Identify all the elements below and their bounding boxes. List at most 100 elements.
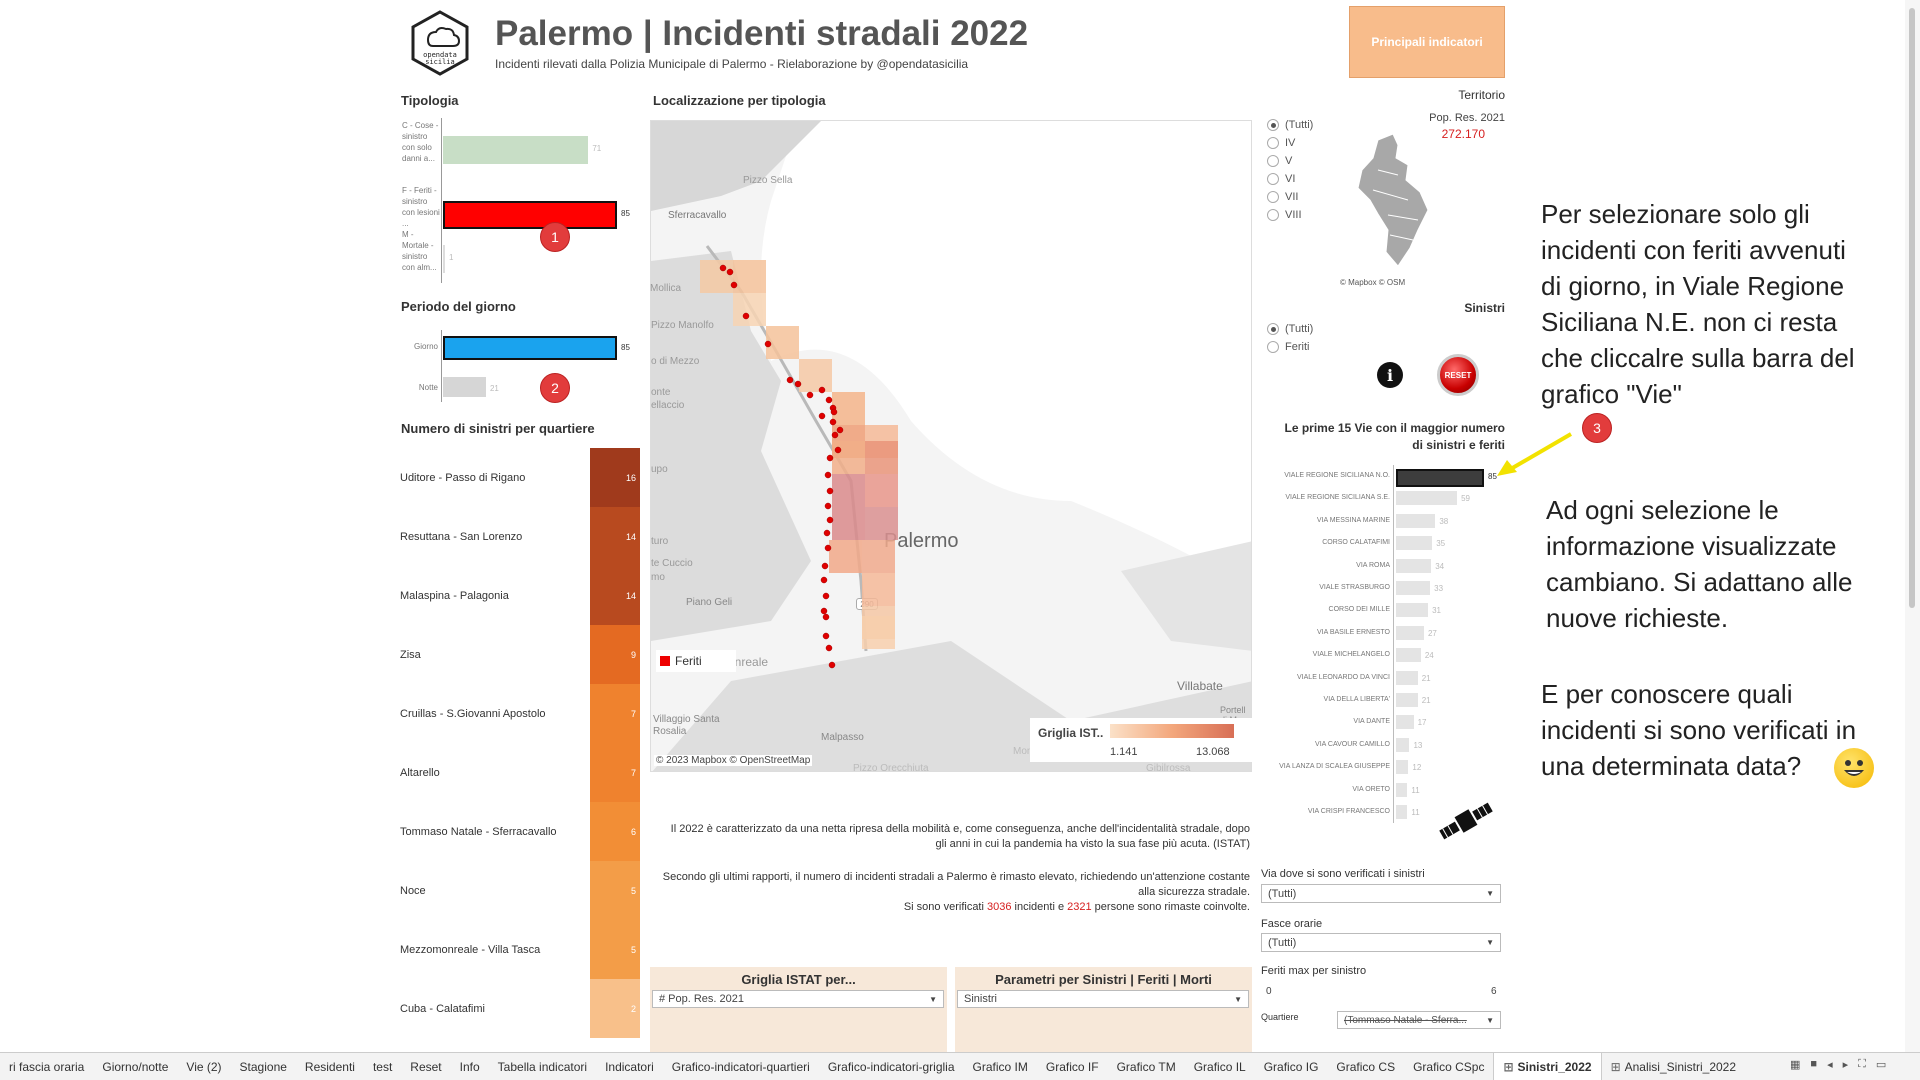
quartiere-label[interactable]: Uditore - Passo di Rigano xyxy=(400,471,526,484)
incident-point[interactable] xyxy=(742,312,750,320)
via-bar[interactable] xyxy=(1396,715,1414,730)
fasce-filter-dropdown[interactable]: (Tutti) ▼ xyxy=(1261,933,1501,952)
quartiere-label[interactable]: Noce xyxy=(400,884,426,897)
territorio-option[interactable]: VIII xyxy=(1267,206,1313,224)
incident-point[interactable] xyxy=(826,516,834,524)
sheet-tab[interactable]: Grafico IL xyxy=(1185,1053,1255,1080)
via-label[interactable]: VIA ORETO xyxy=(1352,785,1390,793)
incident-point[interactable] xyxy=(820,607,828,615)
via-bar[interactable] xyxy=(1396,648,1421,663)
via-label[interactable]: CORSO CALATAFIMI xyxy=(1322,539,1390,547)
map-grid-cell[interactable] xyxy=(862,616,895,649)
via-label[interactable]: VIALE MICHELANGELO xyxy=(1312,651,1390,659)
quartiere-label[interactable]: Altarello xyxy=(400,766,440,779)
territorio-option[interactable]: VI xyxy=(1267,170,1313,188)
periodo-bar[interactable] xyxy=(443,377,486,397)
via-bar[interactable] xyxy=(1396,491,1458,506)
incident-point[interactable] xyxy=(823,529,831,537)
via-bar[interactable] xyxy=(1396,558,1432,573)
sheet-tab[interactable]: Grafico-indicatori-griglia xyxy=(819,1053,964,1080)
incident-point[interactable] xyxy=(831,431,839,439)
sheet-tab[interactable]: Grafico IG xyxy=(1255,1053,1328,1080)
radio-icon[interactable] xyxy=(1267,119,1279,131)
incident-point[interactable] xyxy=(821,562,829,570)
griglia-param-dropdown[interactable]: # Pop. Res. 2021 ▼ xyxy=(652,990,944,1008)
radio-icon[interactable] xyxy=(1267,323,1279,335)
quartiere-label[interactable]: Resuttana - San Lorenzo xyxy=(400,530,523,543)
incident-point[interactable] xyxy=(818,386,826,394)
quartiere-cell[interactable]: 9 xyxy=(590,625,640,684)
via-label[interactable]: VIA BASILE ERNESTO xyxy=(1316,628,1390,636)
via-label[interactable]: VIALE REGIONE SICILIANA N.O. xyxy=(1284,472,1390,479)
incident-point[interactable] xyxy=(824,471,832,479)
incident-point[interactable] xyxy=(828,661,836,669)
map-grid-cell[interactable] xyxy=(865,441,898,474)
incident-point[interactable] xyxy=(818,412,826,420)
sheet-tab[interactable]: ⊞ Analisi_Sinistri_2022 xyxy=(1602,1053,1745,1080)
sinistri-option[interactable]: (Tutti) xyxy=(1267,320,1313,338)
quartiere-cell[interactable]: 14 xyxy=(590,566,640,625)
via-label[interactable]: VIA CRISPI FRANCESCO xyxy=(1307,808,1390,815)
via-bar[interactable] xyxy=(1396,469,1484,487)
sheet-tab[interactable]: Stagione xyxy=(231,1053,296,1080)
sheet-tab[interactable]: Grafico IM xyxy=(964,1053,1037,1080)
territorio-option[interactable]: VII xyxy=(1267,188,1313,206)
map-grid-cell[interactable] xyxy=(865,507,898,540)
via-label[interactable]: VIA LANZA DI SCALEA GIUSEPPE xyxy=(1279,763,1390,771)
sheet-tab[interactable]: Grafico CSpc xyxy=(1404,1053,1493,1080)
map-grid-cell[interactable] xyxy=(862,540,895,573)
sheet-tab[interactable]: Grafico-indicatori-quartieri xyxy=(663,1053,819,1080)
incident-point[interactable] xyxy=(822,592,830,600)
sheet-tab[interactable]: Giorno/notte xyxy=(93,1053,177,1080)
via-bar[interactable] xyxy=(1396,513,1436,528)
via-filter-dropdown[interactable]: (Tutti) ▼ xyxy=(1261,884,1501,903)
map-grid-cell[interactable] xyxy=(862,573,895,606)
via-label[interactable]: CORSO DEI MILLE xyxy=(1328,606,1390,614)
radio-icon[interactable] xyxy=(1267,341,1279,353)
map-grid-cell[interactable] xyxy=(733,260,766,293)
sheet-tab[interactable]: test xyxy=(364,1053,401,1080)
map-grid-cell[interactable] xyxy=(832,507,865,540)
territorio-option[interactable]: V xyxy=(1267,152,1313,170)
via-bar[interactable] xyxy=(1396,536,1433,551)
quartiere-cell[interactable]: 5 xyxy=(590,920,640,979)
incident-point[interactable] xyxy=(834,446,842,454)
incident-point[interactable] xyxy=(824,502,832,510)
prev-icon[interactable]: ◂ xyxy=(1827,1059,1833,1071)
via-label[interactable]: VIALE STRASBURGO xyxy=(1319,584,1390,591)
quartiere-label[interactable]: Cruillas - S.Giovanni Apostolo xyxy=(400,707,546,720)
scrollbar[interactable] xyxy=(1905,0,1920,1052)
territorio-option[interactable]: (Tutti) xyxy=(1267,116,1313,134)
grid-view-icon[interactable]: ▦ xyxy=(1790,1059,1801,1071)
incident-point[interactable] xyxy=(730,281,738,289)
incident-point[interactable] xyxy=(822,613,830,621)
via-bar[interactable] xyxy=(1396,782,1408,797)
quartiere-cell[interactable]: 5 xyxy=(590,861,640,920)
info-icon[interactable]: i xyxy=(1377,362,1403,388)
periodo-bar[interactable] xyxy=(443,336,617,360)
sinistri-option[interactable]: Feriti xyxy=(1267,338,1313,356)
tipologia-bar[interactable] xyxy=(443,136,589,164)
incident-point[interactable] xyxy=(824,544,832,552)
quartiere-cell[interactable]: 7 xyxy=(590,684,640,743)
quartiere-filter-dropdown[interactable]: (Tommaso Natale - Sferra... ▼ xyxy=(1337,1011,1501,1029)
quartiere-cell[interactable]: 16 xyxy=(590,448,640,507)
tipologia-bar[interactable] xyxy=(443,201,617,229)
incident-point[interactable] xyxy=(726,268,734,276)
incident-point[interactable] xyxy=(830,408,838,416)
via-label[interactable]: VIA MESSINA MARINE xyxy=(1316,516,1390,524)
quartiere-label[interactable]: Cuba - Calatafimi xyxy=(400,1002,485,1015)
quartiere-cell[interactable]: 14 xyxy=(590,507,640,566)
sheet-tab[interactable]: Indicatori xyxy=(596,1053,663,1080)
quartiere-cell[interactable]: 2 xyxy=(590,979,640,1038)
map-grid-cell[interactable] xyxy=(799,359,832,392)
sheet-tab[interactable]: Vie (2) xyxy=(177,1053,230,1080)
map-grid-cell[interactable] xyxy=(829,540,862,573)
quartiere-cell[interactable]: 6 xyxy=(590,802,640,861)
present-icon[interactable]: ▭ xyxy=(1875,1059,1887,1071)
radio-icon[interactable] xyxy=(1267,173,1279,185)
incident-point[interactable] xyxy=(825,644,833,652)
via-bar[interactable] xyxy=(1396,625,1424,640)
fullscreen-icon[interactable]: ⛶ xyxy=(1858,1058,1866,1070)
incident-point[interactable] xyxy=(786,376,794,384)
